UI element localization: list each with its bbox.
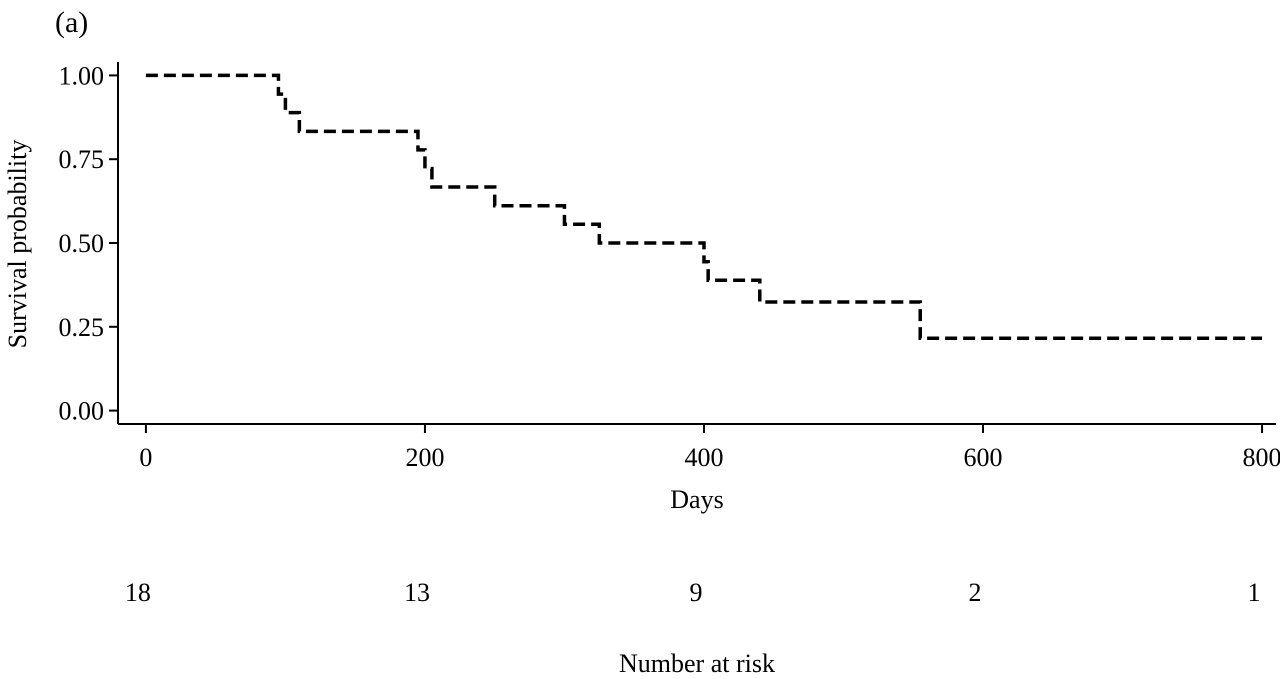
risk-table: 18 13 9 2 1 bbox=[125, 578, 1261, 607]
x-tick-label: 0 bbox=[139, 443, 152, 472]
risk-count: 18 bbox=[125, 578, 151, 607]
panel-label: (a) bbox=[55, 6, 88, 39]
survival-curve bbox=[145, 73, 1263, 340]
risk-count: 2 bbox=[969, 578, 982, 607]
plot-area: 0 200 400 600 800 0.00 0.25 0.50 0.75 1.00 bbox=[59, 61, 1280, 472]
y-axis-label: Survival probability bbox=[3, 140, 32, 349]
y-tick-label: 1.00 bbox=[59, 61, 105, 90]
y-tick-label: 0.75 bbox=[59, 145, 105, 174]
risk-count: 13 bbox=[404, 578, 430, 607]
y-tick-label: 0.50 bbox=[59, 229, 105, 258]
x-tick-label: 200 bbox=[405, 443, 444, 472]
y-tick-label: 0.00 bbox=[59, 397, 105, 426]
risk-count: 1 bbox=[1248, 578, 1261, 607]
x-axis-label: Days bbox=[670, 485, 723, 514]
risk-table-title: Number at risk bbox=[619, 649, 775, 678]
risk-count: 9 bbox=[689, 578, 702, 607]
x-tick-label: 400 bbox=[684, 443, 723, 472]
y-tick-label: 0.25 bbox=[59, 313, 105, 342]
x-tick-label: 600 bbox=[964, 443, 1003, 472]
x-tick-label: 800 bbox=[1243, 443, 1280, 472]
